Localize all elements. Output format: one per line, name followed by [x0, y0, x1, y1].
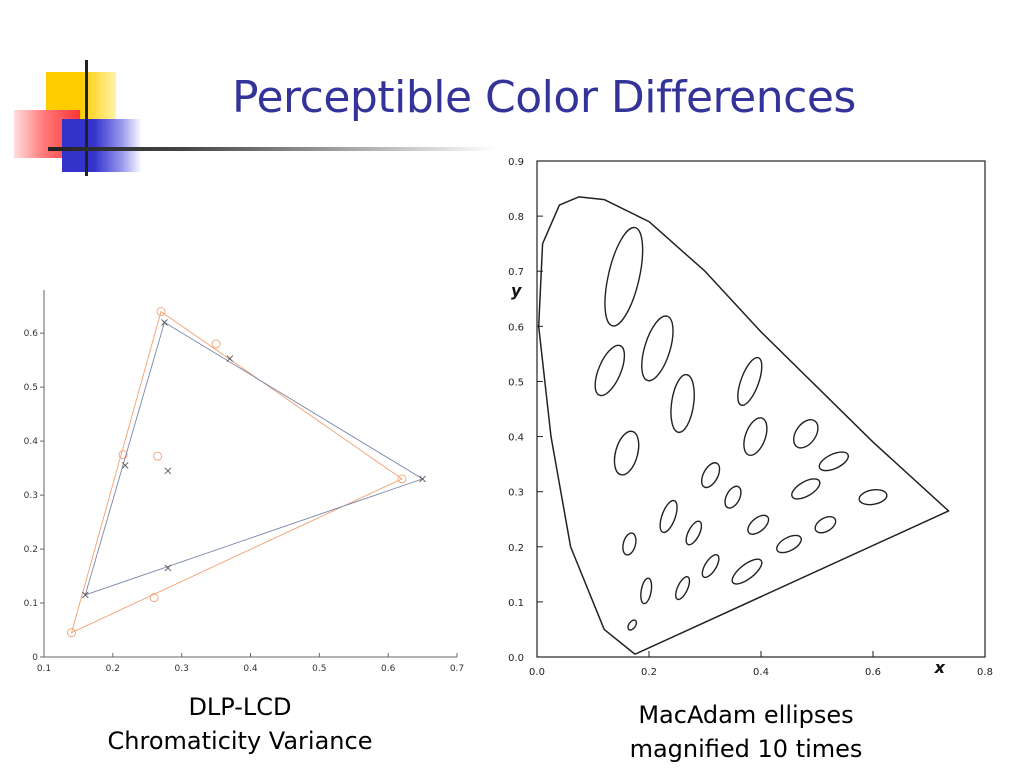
x-tick-label: 0.8 [977, 667, 993, 678]
logo-blue-square [62, 119, 142, 172]
macadam-ellipse [685, 520, 703, 546]
left-caption-line-1: DLP-LCD [188, 693, 292, 721]
y-tick-label: 0.0 [508, 653, 524, 664]
x-tick-label: 0.2 [641, 667, 657, 678]
x-tick-label: 0.4 [753, 667, 769, 678]
data-point-x [419, 475, 426, 483]
data-point-circle [67, 628, 76, 638]
data-point-circle [156, 307, 166, 317]
data-point-x [161, 319, 168, 326]
data-point-circle [211, 339, 221, 349]
y-tick-label: 0.9 [508, 157, 524, 168]
y-tick-label: 0.7 [508, 267, 524, 278]
y-tick-label: 0.6 [508, 322, 524, 333]
data-point-x [164, 467, 172, 475]
right-caption: MacAdam ellipses magnified 10 times [596, 698, 896, 766]
macadam-ellipse [627, 619, 638, 631]
macadam-ellipse [792, 419, 819, 449]
macadam-ellipse [818, 451, 850, 472]
data-point-circle [397, 474, 407, 484]
y-tick-label: 0.4 [508, 433, 524, 444]
data-point-x [121, 462, 129, 469]
data-point-circle [153, 451, 163, 461]
gamut-triangle-2 [84, 321, 424, 596]
macadam-ellipse [622, 532, 637, 556]
x-marker-stroke [226, 355, 234, 362]
y-tick-label: 0.5 [508, 377, 524, 388]
data-point-x [81, 591, 89, 599]
data-point-x [226, 355, 234, 362]
macadam-ellipse [594, 344, 626, 397]
x-axis-label: x [934, 658, 946, 677]
x-tick-label: 0.0 [529, 667, 545, 678]
spectral-locus [537, 196, 950, 655]
macadam-ellipse [659, 499, 678, 534]
y-tick-label: 0.1 [24, 599, 38, 609]
data-point-circle [118, 450, 128, 460]
macadam-ellipse [747, 514, 770, 535]
gamut-triangle-1 [70, 310, 403, 634]
y-tick-label: 0.4 [24, 437, 39, 447]
macadam-ellipse [743, 417, 768, 456]
left-caption: DLP-LCD Chromaticity Variance [80, 690, 400, 758]
macadam-ellipse [640, 577, 653, 605]
y-tick-label: 0 [32, 653, 38, 663]
y-tick-label: 0.2 [508, 543, 524, 554]
macadam-ellipse [776, 534, 802, 554]
dlp-lcd-chromaticity-chart: 0.1 0.2 0.3 0.4 0.5 0.6 0.700.10.20.30.40.50.6 [24, 290, 464, 674]
logo-vertical-line [85, 60, 88, 176]
y-tick-label: 0.8 [508, 212, 524, 223]
data-point-circle [149, 593, 159, 603]
slide-title: Perceptible Color Differences [232, 72, 856, 123]
macadam-ellipse [604, 226, 644, 327]
macadam-ellipse [858, 489, 888, 506]
right-caption-line-2: magnified 10 times [629, 735, 863, 763]
x-marker-stroke [121, 462, 129, 469]
macadam-ellipse [731, 558, 763, 585]
macadam-ellipse [724, 485, 742, 509]
macadam-ellipses-chart: 0.0 0.2 0.4 0.6 0.8 0.0 0.1 0.2 0.3 0.4 0.5 0.6 0.7 0… [508, 157, 993, 678]
macadam-ellipse [670, 373, 695, 434]
x-tick-label: 0.4 [243, 664, 258, 674]
y-axis-label: y [511, 281, 522, 300]
data-point-x [164, 564, 172, 572]
y-tick-label: 0.3 [24, 491, 38, 501]
x-tick-label: 0.5 [312, 664, 326, 674]
plot-frame [536, 160, 986, 658]
x-tick-label: 0.3 [175, 664, 189, 674]
x-marker-stroke [161, 319, 168, 326]
x-tick-label: 0.7 [450, 664, 464, 674]
y-tick-label: 0.1 [508, 598, 524, 609]
macadam-ellipse [613, 430, 640, 476]
x-tick-label: 0.6 [865, 667, 881, 678]
x-marker-stroke [419, 475, 426, 483]
x-tick-label: 0.1 [37, 664, 51, 674]
macadam-ellipse [641, 315, 674, 382]
x-tick-label: 0.2 [106, 664, 120, 674]
x-marker-stroke [164, 467, 172, 475]
macadam-ellipse [701, 554, 720, 579]
title-underline [48, 147, 496, 151]
macadam-ellipse [737, 356, 763, 407]
x-marker-stroke [164, 564, 172, 572]
macadam-ellipse [675, 576, 691, 601]
y-tick-label: 0.5 [24, 383, 38, 393]
macadam-ellipse [700, 462, 721, 489]
macadam-ellipse [791, 478, 821, 500]
left-caption-line-2: Chromaticity Variance [107, 727, 373, 755]
y-tick-label: 0.2 [24, 545, 38, 555]
y-tick-label: 0.3 [508, 488, 524, 499]
right-caption-line-1: MacAdam ellipses [638, 701, 854, 729]
x-tick-label: 0.6 [381, 664, 396, 674]
y-tick-label: 0.6 [24, 329, 39, 339]
x-marker-stroke [81, 591, 89, 599]
macadam-ellipse [814, 516, 837, 534]
